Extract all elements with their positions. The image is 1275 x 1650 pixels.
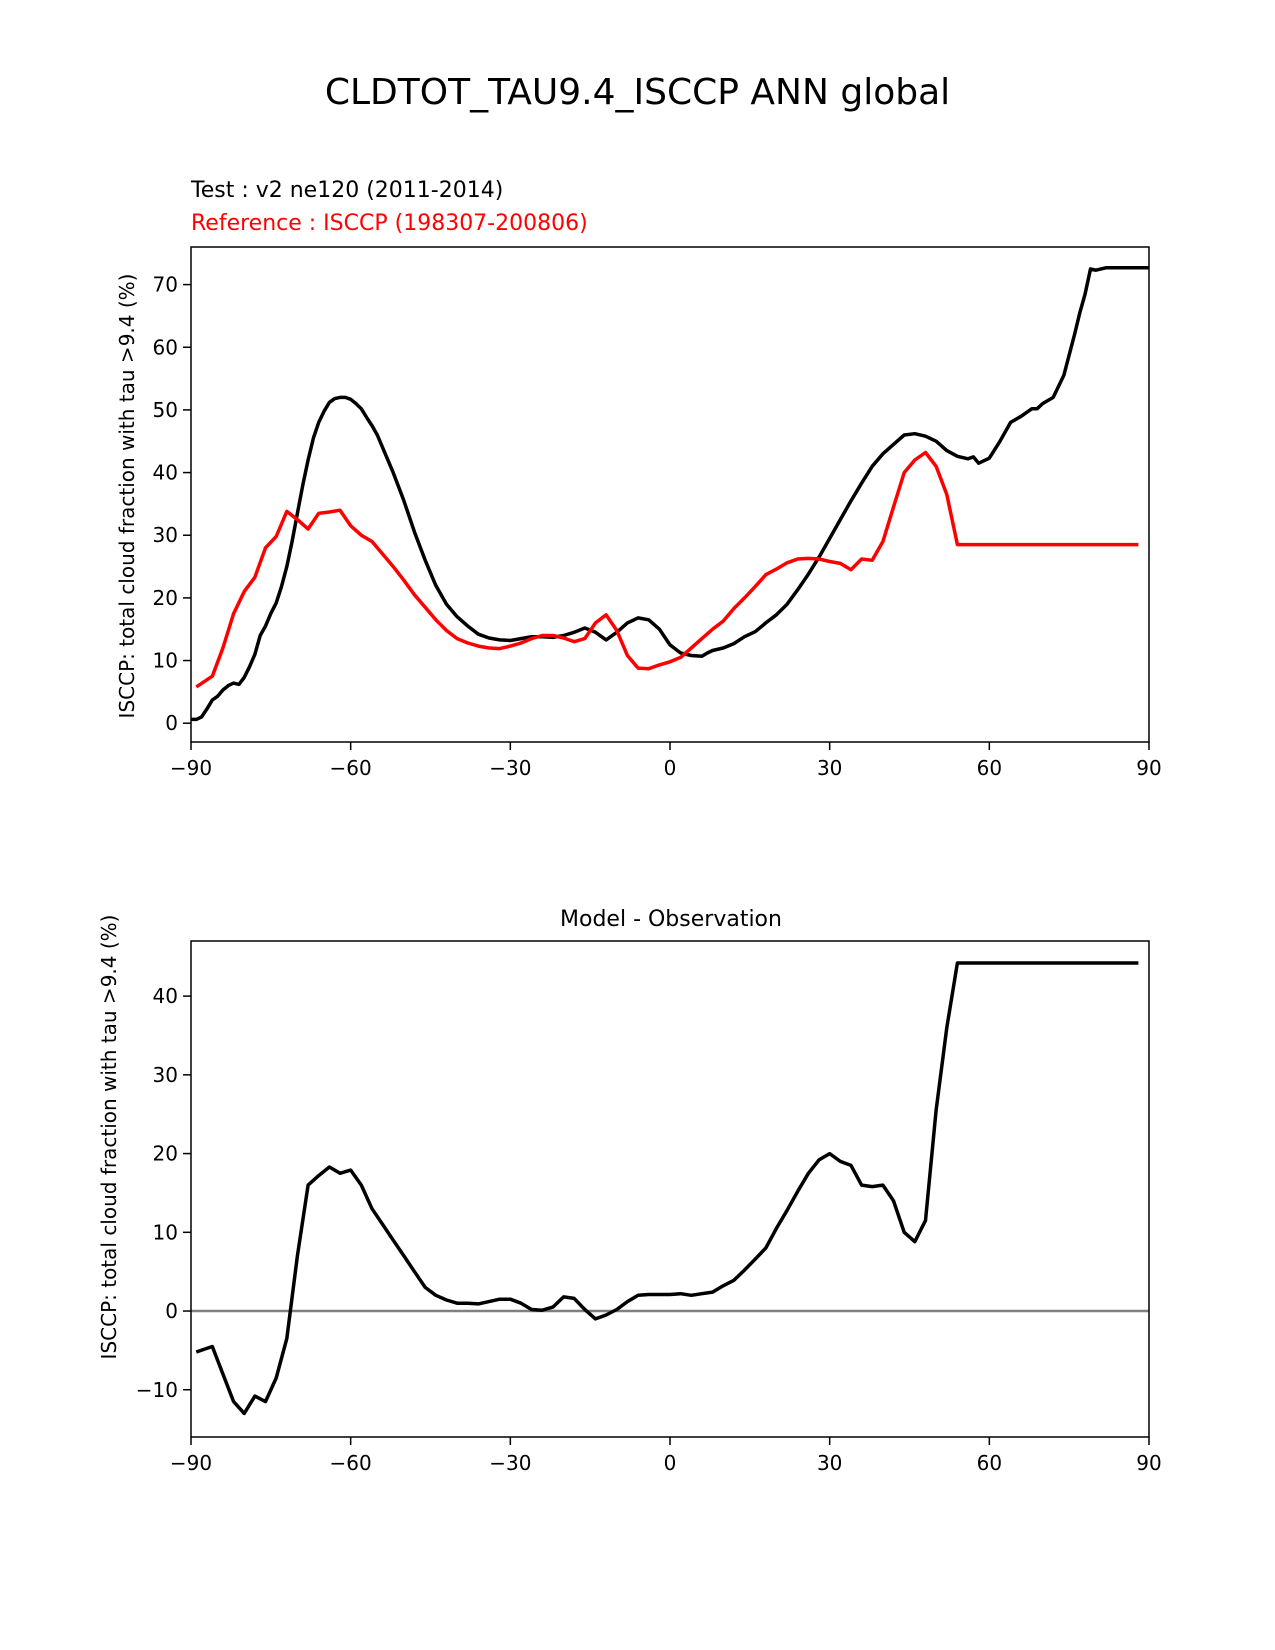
series-line-1 <box>195 450 1139 689</box>
y-tick-label: 0 <box>165 1299 178 1323</box>
diff-panel-title: Model - Observation <box>560 907 782 932</box>
y-tick-label: 20 <box>153 586 178 610</box>
bottom-ylabel: ISCCP: total cloud fraction with tau >9.… <box>97 915 121 1360</box>
y-tick-label: 30 <box>153 523 178 547</box>
series-line-0 <box>191 265 1149 722</box>
y-tick-label: 50 <box>153 398 178 422</box>
x-tick-label: 90 <box>1136 1451 1161 1475</box>
x-tick-label: 0 <box>664 1451 677 1475</box>
x-tick-label: −30 <box>489 756 531 780</box>
x-tick-label: 90 <box>1136 756 1161 780</box>
x-tick-label: 60 <box>977 1451 1002 1475</box>
y-tick-label: −10 <box>136 1378 178 1402</box>
top-ylabel: ISCCP: total cloud fraction with tau >9.… <box>115 274 139 719</box>
top-panel-plot: −90 −60 −30 0 30 60 90 0 10 20 30 40 50 60 70 <box>153 246 1162 780</box>
y-tick-label: 30 <box>153 1063 178 1087</box>
y-tick-label: 10 <box>153 649 178 673</box>
test-label: Test : v2 ne120 (2011-2014) <box>190 178 503 203</box>
y-tick-label: 70 <box>153 273 178 297</box>
y-tick-label: 60 <box>153 335 178 359</box>
x-tick-label: −60 <box>330 1451 372 1475</box>
x-tick-label: −90 <box>170 1451 212 1475</box>
series-line-0 <box>195 961 1139 1416</box>
x-tick-label: 0 <box>664 756 677 780</box>
y-tick-label: 40 <box>153 984 178 1008</box>
reference-label: Reference : ISCCP (198307-200806) <box>191 211 588 236</box>
y-tick-label: 20 <box>153 1142 178 1166</box>
y-tick-label: 10 <box>153 1220 178 1244</box>
y-tick-label: 40 <box>153 461 178 485</box>
axes-frame <box>190 246 1150 743</box>
x-tick-label: −30 <box>489 1451 531 1475</box>
bottom-panel-plot: −90 −60 −30 0 30 60 90 −10 0 10 20 30 40 <box>136 940 1162 1475</box>
axes-frame <box>190 940 1150 1438</box>
x-tick-label: 30 <box>817 756 842 780</box>
x-tick-label: 60 <box>977 756 1002 780</box>
x-tick-label: 30 <box>817 1451 842 1475</box>
figure-title: CLDTOT_TAU9.4_ISCCP ANN global <box>324 72 951 113</box>
x-tick-label: −60 <box>330 756 372 780</box>
x-tick-label: −90 <box>170 756 212 780</box>
y-tick-label: 0 <box>165 711 178 735</box>
